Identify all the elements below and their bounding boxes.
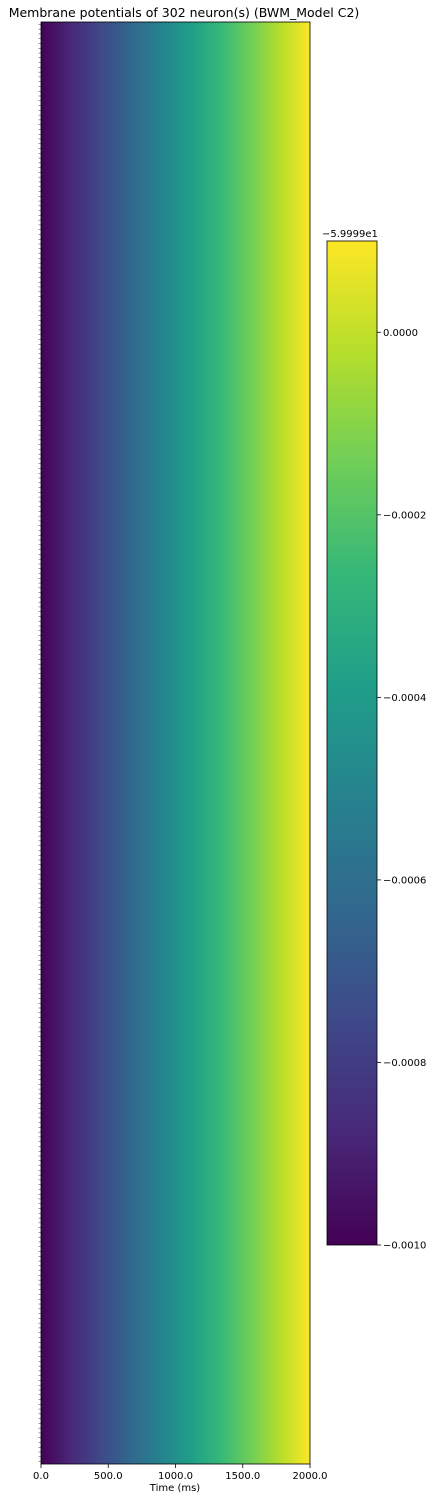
colorbar-frame <box>326 240 378 1246</box>
heatmap-plot-area <box>40 21 311 1465</box>
colorbar-ticks: 0.0000 −0.0002 −0.0004 −0.0006 −0.0008 −0.001… <box>377 328 426 1252</box>
heatmap-image <box>41 22 310 1464</box>
x-tick-label: 2000.0 <box>293 1471 328 1482</box>
x-axis: 0.0 500.0 1000.0 1500.0 2000.0 <box>33 1464 328 1482</box>
colorbar-offset-label: −5.9999e1 <box>322 229 378 240</box>
colorbar-image <box>327 241 377 1245</box>
colorbar-tick-label: −0.0004 <box>383 693 426 704</box>
colorbar-tick-label: 0.0000 <box>383 328 418 339</box>
colorbar-tick-label: −0.0002 <box>383 510 426 521</box>
colorbar: −5.9999e1 0.0000 −0.0002 −0.0004 −0.0006 −0.… <box>322 229 426 1252</box>
colorbar-tick-label: −0.0006 <box>383 875 426 886</box>
colorbar-tick-label: −0.0008 <box>383 1058 426 1069</box>
colorbar-tick-label: −0.0010 <box>383 1241 426 1252</box>
x-tick-label: 1000.0 <box>158 1471 193 1482</box>
chart-title: Membrane potentials of 302 neuron(s) (BW… <box>9 5 360 20</box>
x-tick-label: 1500.0 <box>225 1471 260 1482</box>
x-tick-label: 500.0 <box>94 1471 123 1482</box>
x-axis-label: Time (ms) <box>149 1483 201 1494</box>
row-label-ticks <box>38 24 41 1462</box>
x-tick-label: 0.0 <box>33 1471 49 1482</box>
